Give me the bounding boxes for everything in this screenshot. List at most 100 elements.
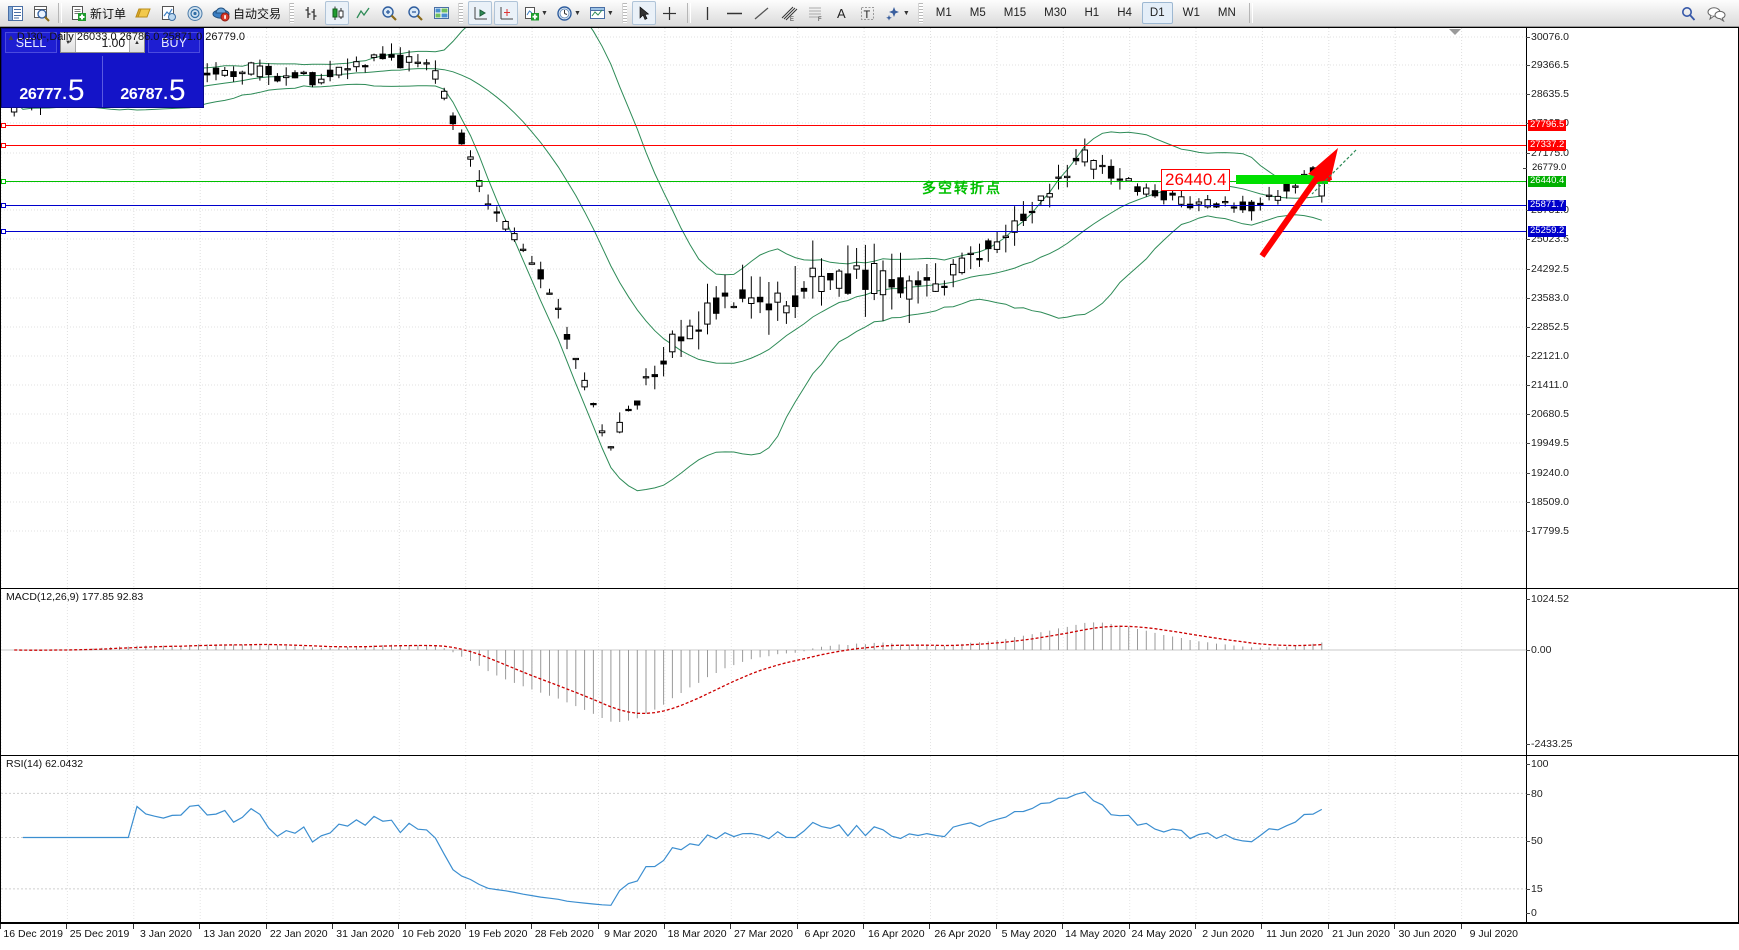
buy-price-fraction: 5 [168, 74, 186, 108]
time-axis[interactable]: 16 Dec 2019 25 Dec 2019 3 Jan 2020 13 Jan 2… [0, 923, 1739, 950]
time-axis-label: 16 Apr 2020 [867, 928, 925, 940]
time-tick [0, 924, 1, 929]
time-tick [597, 924, 599, 929]
text-tool-icon[interactable]: A [830, 1, 854, 25]
rsi-tick: 15 [1526, 883, 1543, 895]
macd-axis[interactable]: 1024.52 0.00 -2433.25 [1525, 589, 1738, 755]
strategy-tester-icon[interactable] [157, 1, 181, 25]
chart-end-marker [1449, 29, 1461, 35]
macd-pane[interactable]: MACD(12,26,9) 177.85 92.83 1024.52 0.00 … [0, 589, 1739, 756]
svg-text:E: E [790, 17, 794, 22]
volume-input[interactable]: 1.00 [101, 35, 125, 50]
svg-text:T: T [864, 9, 871, 21]
time-tick [995, 924, 997, 929]
timeframe-mn[interactable]: MN [1217, 7, 1236, 19]
support-line-25871[interactable] [1, 203, 1526, 208]
price-tick: 25023.5 [1526, 233, 1569, 245]
rsi-tick: 100 [1526, 758, 1549, 770]
rsi-plot[interactable] [1, 756, 1528, 922]
auto-trading-button[interactable]: 自动交易 [209, 1, 284, 25]
timeframe-h4[interactable]: H4 [1117, 7, 1132, 19]
timeframe-m5[interactable]: M5 [969, 7, 986, 19]
crosshair-tool-icon[interactable] [658, 1, 682, 25]
sell-button[interactable]: SELL [5, 32, 57, 53]
macd-chart-svg [1, 589, 1528, 754]
vertical-line-tool-icon[interactable] [696, 1, 720, 25]
shapes-tool-icon[interactable]: ▼ [882, 1, 913, 25]
data-window-icon[interactable] [29, 1, 53, 25]
turning-point-annotation[interactable]: 多空转折点 [922, 180, 1002, 196]
label-tool-icon[interactable]: T [856, 1, 880, 25]
volume-increase-button[interactable]: ▲ [129, 33, 144, 52]
new-order-button[interactable]: 新订单 [67, 1, 129, 25]
market-watch-icon[interactable] [3, 1, 27, 25]
price-tick: 24292.5 [1526, 263, 1569, 275]
time-tick [398, 924, 400, 929]
level-chip-resistance-1[interactable]: 27796.5 [1528, 119, 1567, 131]
templates-icon[interactable]: ▼ [586, 1, 617, 25]
indicators-icon[interactable]: ▼ [520, 1, 551, 25]
resistance-line-27337[interactable] [1, 143, 1526, 148]
level-chip-support-1[interactable]: 25871.7 [1528, 199, 1567, 211]
resistance-line-27796[interactable] [1, 123, 1526, 128]
time-tick [1195, 924, 1197, 929]
volume-decrease-button[interactable]: ▼ [61, 33, 76, 52]
level-chip-support-2[interactable]: 25259.2 [1528, 225, 1567, 237]
time-axis-label: 21 Jun 2020 [1332, 928, 1390, 940]
new-order-label: 新订单 [90, 6, 127, 21]
timeframe-m15[interactable]: M15 [1003, 7, 1027, 19]
chart-area[interactable]: 26440.4 多空转折点 30076.0 29366.5 28635.5 27… [0, 27, 1739, 950]
equidistant-channel-icon[interactable]: E [776, 1, 801, 25]
rsi-legend: RSI(14) 62.0432 [6, 758, 84, 770]
time-axis-label: 24 May 2020 [1131, 928, 1193, 940]
level-chip-pivot[interactable]: 26440.4 [1528, 175, 1567, 187]
line-chart-icon[interactable] [351, 1, 375, 25]
time-axis-label: 5 May 2020 [1001, 928, 1057, 940]
price-axis[interactable]: 30076.0 29366.5 28635.5 27905.0 27175.0 … [1522, 28, 1738, 588]
buy-price[interactable]: 26787 . 5 [103, 56, 203, 107]
auto-scroll-icon[interactable] [494, 1, 519, 25]
one-click-trading-panel[interactable]: SELL ▼ 1.00 ▲ BUY 26777 . 5 26787 [1, 28, 204, 108]
cursor-tool-icon[interactable] [631, 1, 656, 25]
rsi-pane[interactable]: RSI(14) 62.0432 100 80 50 15 0 [0, 756, 1739, 923]
chat-icon[interactable] [1703, 1, 1729, 25]
period-icon[interactable]: ▼ [553, 1, 584, 25]
support-band[interactable] [1236, 175, 1328, 184]
timeframe-d1[interactable]: D1 [1141, 2, 1173, 24]
price-annotation-label[interactable]: 26440.4 [1161, 169, 1231, 191]
price-pane[interactable]: 26440.4 多空转折点 30076.0 29366.5 28635.5 27… [0, 27, 1739, 589]
sell-price[interactable]: 26777 . 5 [2, 56, 103, 107]
timeframe-w1[interactable]: W1 [1182, 7, 1200, 19]
candlestick-chart-icon[interactable] [325, 1, 350, 25]
price-plot[interactable]: 26440.4 多空转折点 [1, 28, 1528, 588]
horizontal-line-tool-icon[interactable] [722, 1, 747, 25]
macd-tick: 0.00 [1525, 644, 1552, 656]
level-chip-resistance-2[interactable]: 27337.2 [1528, 139, 1567, 151]
signals-icon[interactable] [183, 1, 207, 25]
pivot-line-26440[interactable] [1, 179, 1526, 184]
rsi-axis[interactable]: 100 80 50 15 0 [1526, 756, 1738, 922]
timeframe-m30[interactable]: M30 [1044, 7, 1067, 19]
support-line-25259[interactable] [1, 229, 1526, 234]
timeframe-h1[interactable]: H1 [1084, 7, 1100, 19]
metaeditor-icon[interactable] [131, 1, 155, 25]
zoom-out-icon[interactable] [403, 1, 427, 25]
volume-stepper[interactable]: ▼ 1.00 ▲ [60, 32, 145, 53]
chevron-down-icon: ▼ [902, 9, 910, 17]
svg-text:A: A [837, 6, 846, 21]
auto-trading-label: 自动交易 [233, 6, 282, 21]
fibonacci-tool-icon[interactable]: F [803, 1, 828, 25]
search-icon[interactable] [1677, 1, 1701, 25]
bar-chart-icon[interactable] [299, 1, 323, 25]
level-chip-last-price: 26779.0 [1522, 163, 1568, 174]
collapse-triangle-icon[interactable]: ▲ [7, 33, 15, 42]
timeframe-m1[interactable]: M1 [935, 7, 952, 19]
zoom-in-icon[interactable] [377, 1, 401, 25]
chart-shift-icon[interactable] [468, 1, 493, 25]
time-axis-label: 31 Jan 2020 [336, 928, 395, 940]
macd-plot[interactable] [1, 589, 1528, 755]
buy-button[interactable]: BUY [148, 32, 200, 53]
trade-panel-prices: 26777 . 5 26787 . 5 [2, 56, 203, 107]
tile-windows-icon[interactable] [429, 1, 453, 25]
trendline-tool-icon[interactable] [749, 1, 774, 25]
